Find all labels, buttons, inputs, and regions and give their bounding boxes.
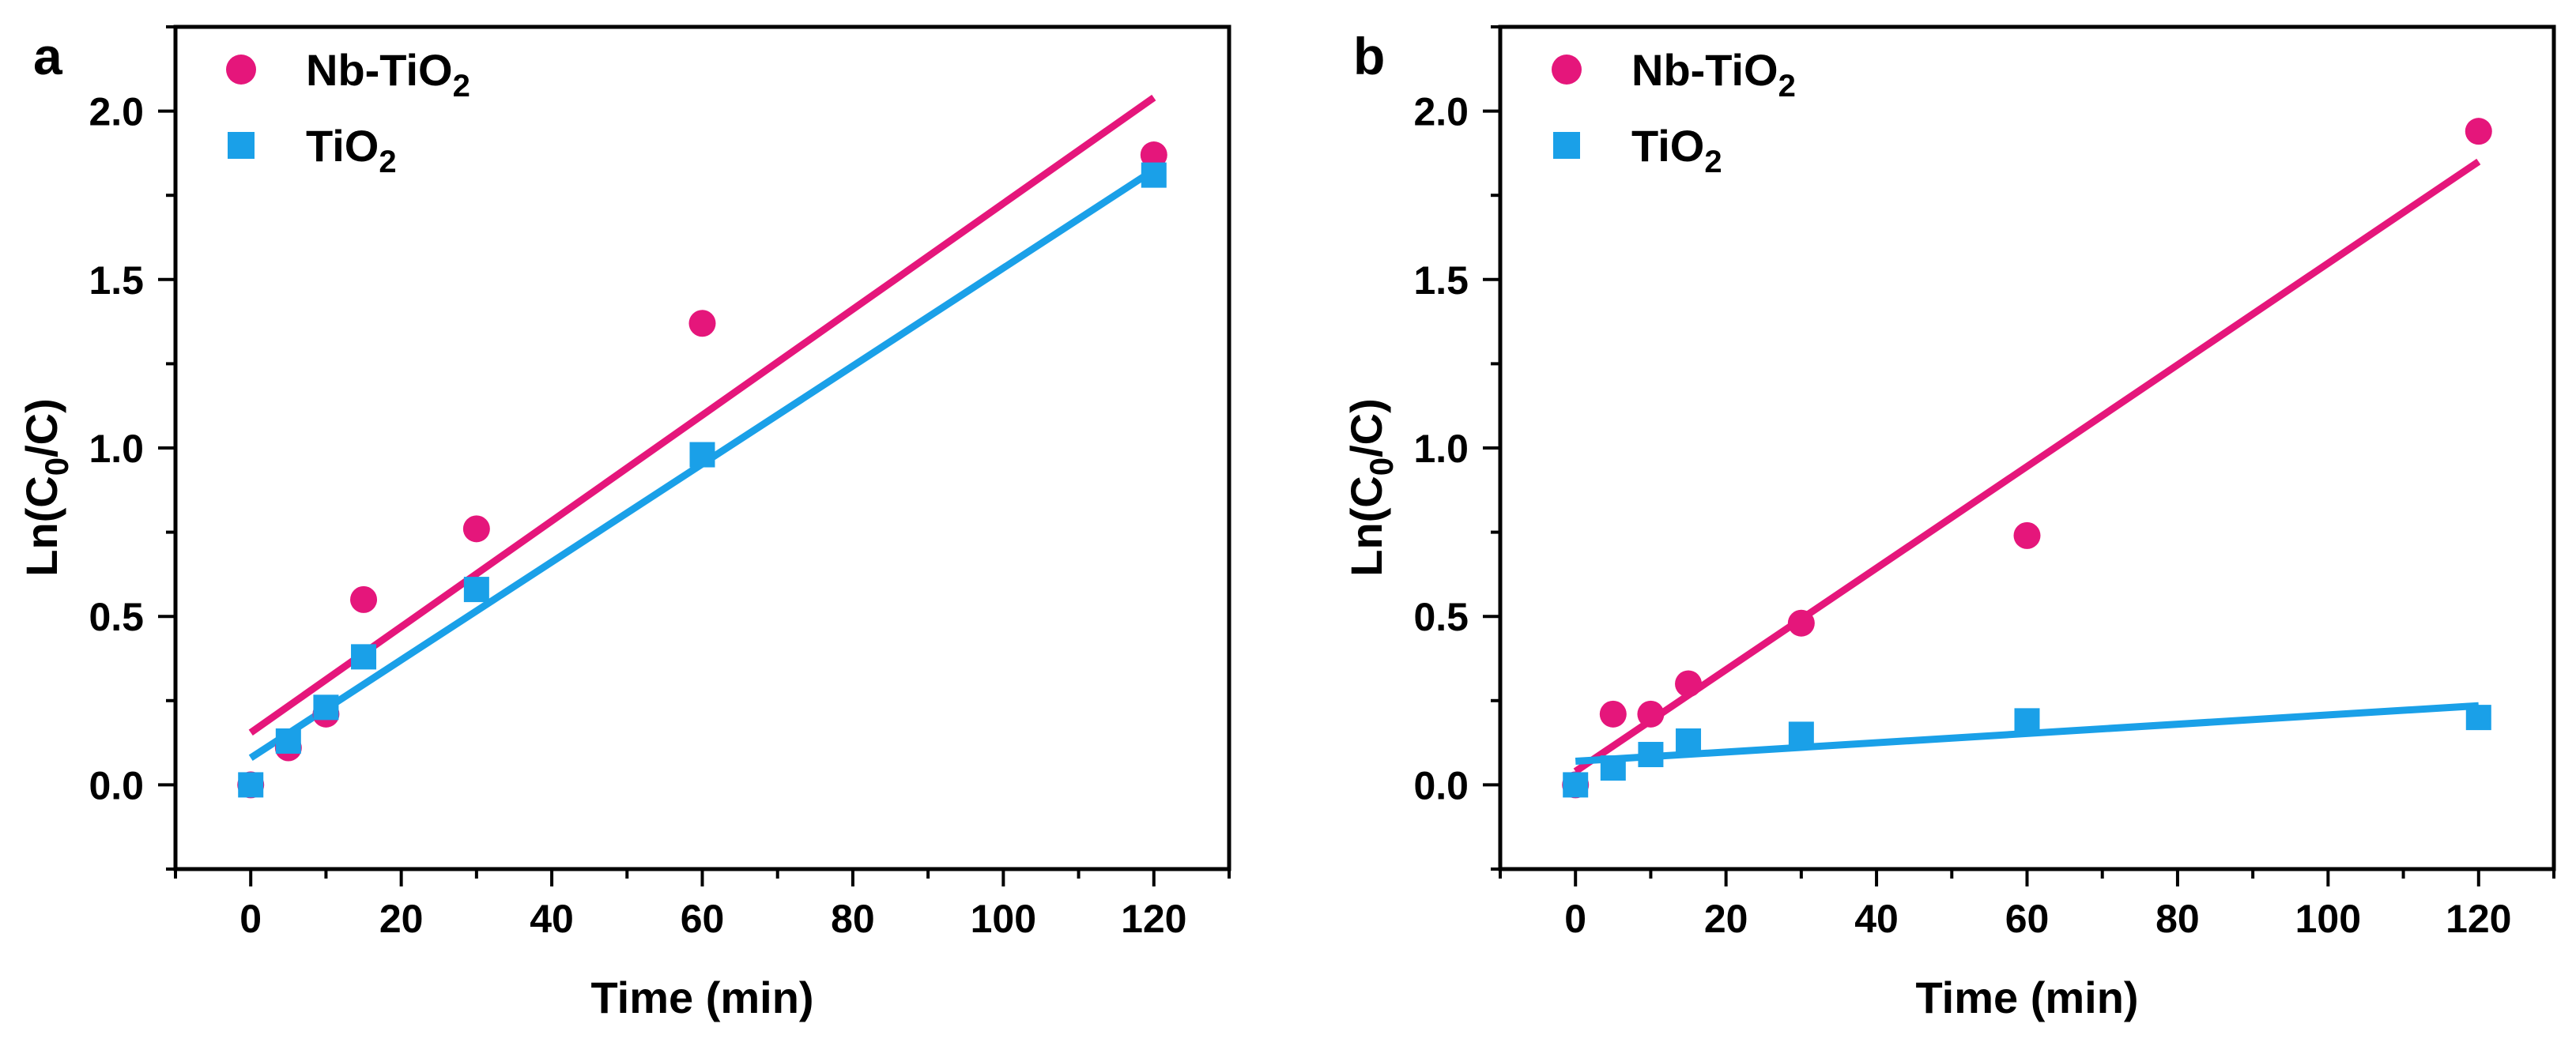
y-axis-title: Ln(C0/C) [1341,398,1400,577]
y-tick-label: 0.0 [89,763,144,807]
y-tick-label: 2.0 [89,90,144,134]
legend-marker-tio2 [228,132,255,159]
x-tick-label: 100 [2295,897,2361,941]
legend-label-nb-tio2: Nb-TiO2 [1631,45,1796,103]
legend-label-base: TiO [1631,121,1704,171]
legend-label-tio2: TiO2 [1631,121,1722,179]
x-tick-label: 60 [681,897,725,941]
data-point-nb-tio2 [1140,141,1167,169]
y-tick-label: 1.5 [1413,258,1469,303]
data-point-nb-tio2 [1675,670,1703,698]
y-tick-label: 1.0 [1413,427,1469,471]
data-point-nb-tio2 [350,585,378,613]
y-axis-title-subscript: 0 [38,457,75,476]
data-point-tio2 [1638,742,1664,768]
data-point-tio2 [2014,708,2040,734]
data-point-tio2 [463,577,489,603]
data-point-tio2 [238,772,264,798]
x-tick-label: 20 [379,897,424,941]
data-point-tio2 [275,728,301,754]
data-point-tio2 [1788,721,1814,747]
y-tick-label: 1.0 [89,427,144,471]
data-point-nb-tio2 [1599,700,1627,728]
legend-label-subscript: 2 [379,145,396,179]
legend-marker-tio2 [1553,132,1580,159]
x-tick-label: 120 [1121,897,1186,941]
x-tick-label: 60 [2005,897,2050,941]
data-point-nb-tio2 [688,310,716,337]
y-tick-label: 2.0 [1413,90,1469,134]
data-point-nb-tio2 [2465,118,2492,145]
data-point-tio2 [1600,755,1626,781]
data-point-tio2 [1141,162,1167,188]
x-tick-label: 40 [530,897,574,941]
legend-label-subscript: 2 [1704,145,1722,179]
x-tick-label: 0 [239,897,262,941]
x-axis-title: Time (min) [1915,973,2138,1022]
y-axis-title-suffix: /C) [1341,398,1391,457]
data-point-tio2 [1563,772,1589,798]
panel-letter: b [1353,27,1385,85]
data-point-tio2 [1676,728,1702,754]
y-axis-title-suffix: /C) [17,398,66,457]
y-tick-label: 1.5 [89,258,144,303]
legend-marker-nb-tio2 [226,55,256,85]
x-tick-label: 40 [1854,897,1899,941]
y-tick-label: 0.5 [89,595,144,639]
y-axis-title-subscript: 0 [1363,457,1400,476]
y-axis-title: Ln(C0/C) [17,398,75,577]
legend-marker-nb-tio2 [1552,55,1582,85]
legend-label-base: TiO [306,121,379,171]
y-tick-label: 0.0 [1413,763,1469,807]
data-point-nb-tio2 [2013,521,2041,549]
legend-label-subscript: 2 [453,69,470,103]
x-tick-label: 20 [1704,897,1748,941]
legend-label-tio2: TiO2 [306,121,397,179]
y-axis-title-prefix: Ln(C [1341,476,1391,577]
fit-line-nb-tio2 [248,94,1156,736]
data-point-tio2 [689,442,715,468]
data-point-nb-tio2 [1787,609,1815,637]
y-tick-label: 0.5 [1413,595,1469,639]
legend-label-base: Nb-TiO [306,45,453,95]
y-axis-title-prefix: Ln(C [17,476,66,577]
x-tick-label: 80 [2155,897,2200,941]
x-axis-title: Time (min) [590,973,813,1022]
x-tick-label: 80 [831,897,875,941]
data-point-tio2 [351,644,377,670]
x-tick-label: 0 [1564,897,1586,941]
data-point-nb-tio2 [1637,700,1665,728]
legend-label-subscript: 2 [1778,69,1796,103]
legend-label-base: Nb-TiO [1631,45,1778,95]
legend-label-nb-tio2: Nb-TiO2 [306,45,470,103]
data-point-tio2 [313,694,339,721]
panel-letter: a [33,27,63,85]
data-point-tio2 [2465,705,2491,731]
fit-line-nb-tio2 [1573,158,2481,775]
x-tick-label: 120 [2446,897,2511,941]
x-tick-label: 100 [971,897,1036,941]
data-point-nb-tio2 [462,515,490,543]
